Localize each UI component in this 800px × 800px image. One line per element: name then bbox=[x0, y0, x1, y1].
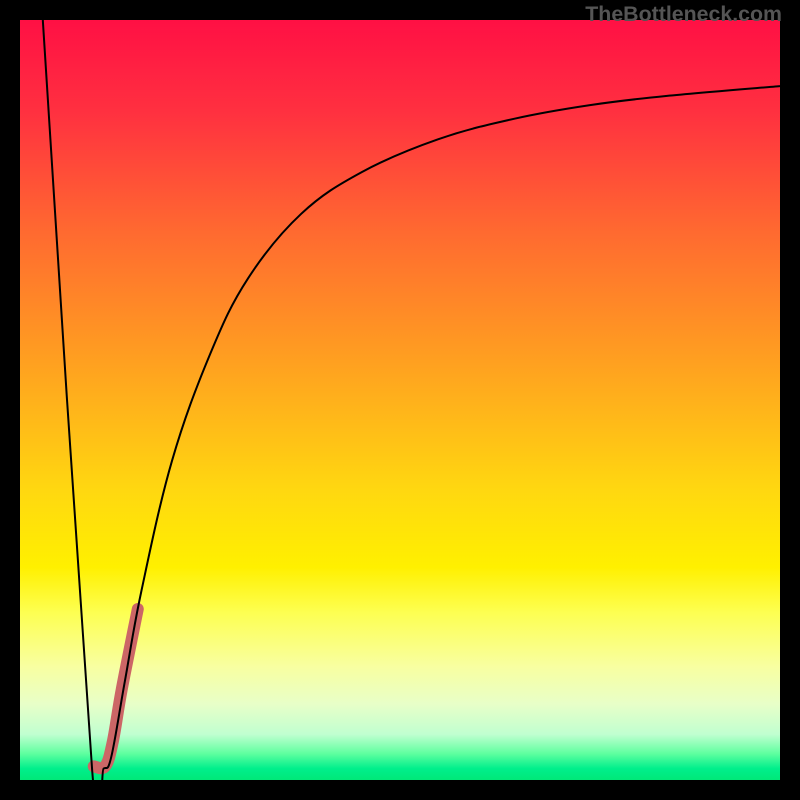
watermark-text: TheBottleneck.com bbox=[585, 2, 782, 27]
gradient-background bbox=[20, 20, 780, 780]
chart-container: TheBottleneck.com bbox=[0, 0, 800, 800]
chart-svg bbox=[20, 20, 780, 780]
plot-area bbox=[20, 20, 780, 780]
